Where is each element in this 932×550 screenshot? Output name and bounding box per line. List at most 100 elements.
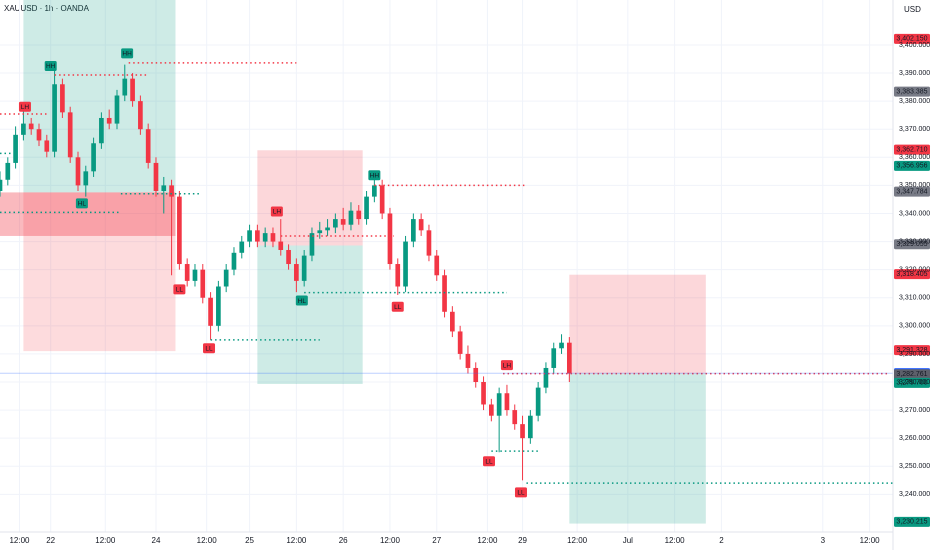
x-tick-label: 12:00 bbox=[9, 536, 30, 545]
structure-marker bbox=[18, 101, 31, 112]
structure-marker bbox=[270, 206, 283, 217]
structure-label: LL bbox=[394, 304, 402, 311]
x-tick-label: 22 bbox=[46, 536, 55, 545]
y-tick-label: 3,240.000 bbox=[899, 491, 930, 498]
candle-body bbox=[473, 367, 479, 383]
price-tag bbox=[894, 160, 930, 171]
candle-body bbox=[496, 393, 502, 416]
candle-body bbox=[255, 230, 260, 242]
candle-body bbox=[21, 123, 26, 135]
structure-label: LL bbox=[517, 490, 525, 497]
x-tick-label: 12:00 bbox=[860, 536, 881, 545]
price-tag bbox=[894, 345, 930, 356]
candle-body bbox=[161, 185, 167, 192]
candle-body bbox=[340, 219, 346, 225]
zone bbox=[23, 192, 176, 352]
candle-body bbox=[106, 117, 112, 124]
candle-body bbox=[543, 367, 549, 388]
structure-marker bbox=[391, 301, 404, 312]
candle-body bbox=[535, 387, 541, 416]
zone bbox=[0, 192, 176, 236]
candle-body bbox=[192, 269, 198, 281]
structure-marker bbox=[295, 295, 308, 306]
x-tick-label: 25 bbox=[245, 536, 254, 545]
price-tag-label: 3,356.956 bbox=[896, 163, 927, 170]
candle-body bbox=[356, 210, 362, 220]
price-tag-label: 3,291.328 bbox=[896, 347, 927, 354]
price-tag bbox=[894, 33, 930, 44]
candle-body bbox=[122, 78, 128, 96]
price-tag-label: 3,347.784 bbox=[896, 188, 927, 195]
y-tick-label: 3,340.000 bbox=[899, 210, 930, 217]
price-tag-label: 3,282.761 bbox=[896, 371, 927, 378]
structure-label: LL bbox=[205, 346, 213, 353]
structure-marker bbox=[44, 61, 57, 72]
price-tag-label: 3,383.385 bbox=[896, 88, 927, 95]
candle-body bbox=[231, 252, 237, 270]
candle-body bbox=[333, 219, 338, 228]
candle-body bbox=[418, 219, 424, 231]
candle-body bbox=[262, 233, 268, 242]
candle-body bbox=[223, 269, 229, 287]
price-tag bbox=[894, 86, 930, 97]
candle-body bbox=[200, 269, 206, 298]
candle-body bbox=[434, 255, 440, 276]
candle-body bbox=[481, 382, 486, 405]
price-tag bbox=[894, 516, 930, 527]
price-tag-label: 3,402.150 bbox=[896, 36, 927, 43]
structure-label: LL bbox=[176, 287, 184, 294]
structure-marker bbox=[368, 170, 381, 181]
candle-body bbox=[44, 140, 50, 152]
candle-body bbox=[286, 249, 291, 265]
candle-body bbox=[67, 112, 73, 158]
price-tag-label: 3,279.700 bbox=[896, 380, 927, 387]
candle-body bbox=[457, 331, 463, 354]
price-tag bbox=[894, 186, 930, 197]
candle-body bbox=[465, 353, 471, 368]
price-tag-label: 3,329.055 bbox=[896, 241, 927, 248]
x-tick-label: 27 bbox=[432, 536, 441, 545]
candle-body bbox=[551, 348, 557, 368]
y-tick-label: 3,350.000 bbox=[899, 182, 930, 189]
candle-body bbox=[270, 233, 276, 242]
candle-body bbox=[145, 129, 151, 163]
zone bbox=[257, 150, 363, 246]
candle-body bbox=[504, 393, 510, 411]
y-tick-label: 3,300.000 bbox=[899, 323, 930, 330]
candle-body bbox=[28, 123, 34, 130]
candle-body bbox=[177, 196, 182, 265]
x-tick-label: 12:00 bbox=[95, 536, 116, 545]
x-tick-label: 29 bbox=[518, 536, 527, 545]
candle-body bbox=[153, 162, 159, 192]
y-tick-label: 3,380.000 bbox=[899, 98, 930, 105]
y-tick-label: 3,330.000 bbox=[899, 238, 930, 245]
y-tick-label: 3,280.000 bbox=[899, 379, 930, 386]
candle-body bbox=[216, 286, 221, 326]
candle-body bbox=[75, 157, 81, 186]
candle-body bbox=[294, 264, 299, 281]
candle-body bbox=[403, 241, 408, 287]
candle-body bbox=[372, 185, 377, 197]
candle-body bbox=[52, 84, 57, 152]
candle-body bbox=[130, 78, 135, 102]
x-tick-label: 12:00 bbox=[197, 536, 218, 545]
price-tag-label: 3,318.405 bbox=[896, 271, 927, 278]
y-tick-label: 3,290.000 bbox=[899, 351, 930, 358]
candle-body bbox=[411, 219, 416, 242]
price-tag-label: 3,230.215 bbox=[896, 519, 927, 526]
candle-body bbox=[91, 143, 96, 172]
price-tag bbox=[894, 144, 930, 155]
plot-layer bbox=[0, 0, 893, 532]
candle-body bbox=[395, 264, 401, 287]
structure-marker bbox=[483, 456, 496, 467]
zone bbox=[257, 245, 363, 384]
zone bbox=[23, 0, 176, 193]
y-tick-label: 3,400.000 bbox=[899, 42, 930, 49]
structure-marker bbox=[121, 48, 134, 59]
structure-label: HH bbox=[122, 51, 132, 58]
candle-body bbox=[301, 255, 307, 281]
candle-body bbox=[36, 129, 42, 141]
candle-body bbox=[247, 230, 252, 242]
x-tick-label: 12:00 bbox=[477, 536, 498, 545]
